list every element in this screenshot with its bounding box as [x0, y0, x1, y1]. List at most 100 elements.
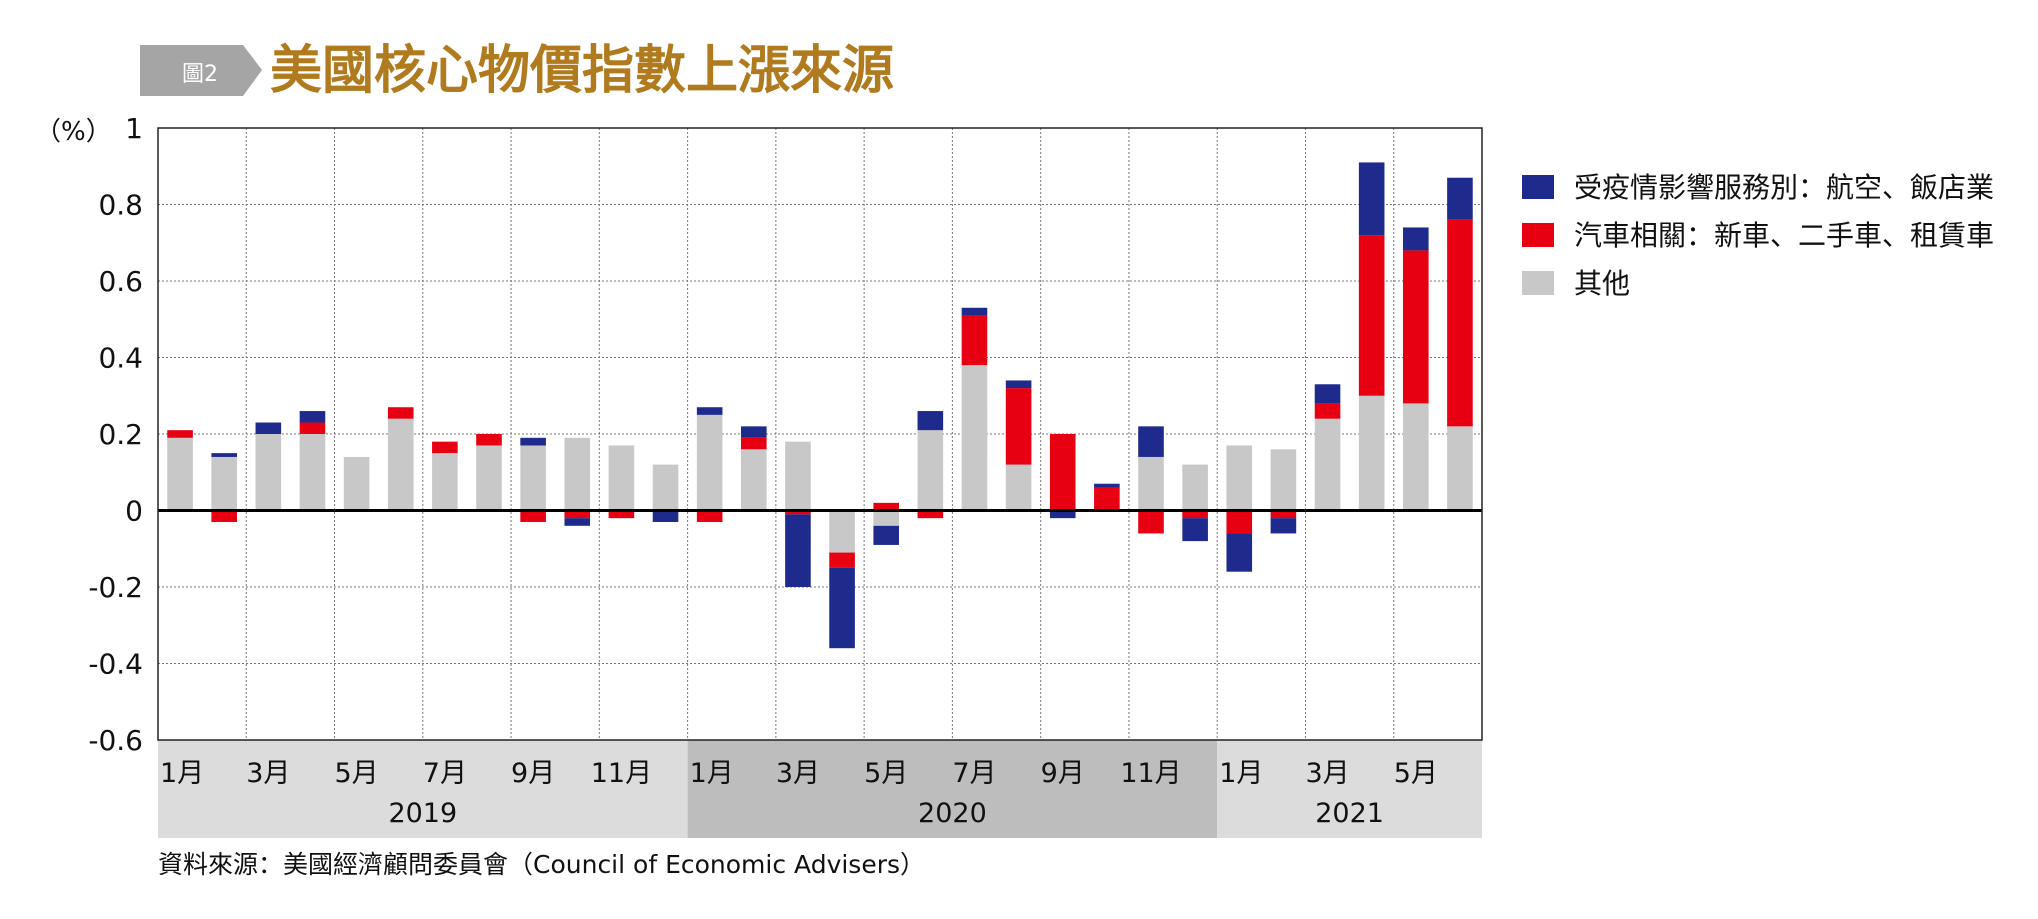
bar-auto-2021-06: [1447, 219, 1473, 427]
bar-auto-2019-02: [211, 510, 237, 522]
bar-pandemic-2019-10: [564, 518, 591, 526]
y-tick-label: -0.6: [88, 724, 143, 757]
bar-other-2019-09: [520, 445, 546, 511]
y-tick-label: 0.2: [98, 418, 143, 451]
bar-pandemic-2019-02: [211, 453, 237, 457]
month-label: 9月: [1041, 758, 1085, 789]
bar-auto-2020-04: [829, 552, 855, 568]
bar-pandemic-2021-01: [1226, 533, 1253, 572]
bar-auto-2021-02: [1270, 510, 1297, 519]
year-band-2020: [687, 740, 1218, 838]
plot-frame: [157, 127, 1483, 741]
bar-auto-2021-01: [1226, 510, 1253, 534]
bar-auto-2020-02: [741, 437, 767, 450]
month-label: 3月: [246, 758, 290, 789]
y-tick-label: 0.6: [98, 265, 143, 298]
bars: [167, 162, 1473, 649]
month-label: 5月: [1394, 758, 1438, 789]
bar-other-2021-05: [1403, 403, 1429, 511]
year-bands: 2019 2020 2021: [158, 740, 1482, 838]
bar-auto-2020-06: [917, 510, 944, 519]
bar-auto-2020-05: [873, 502, 899, 511]
bar-pandemic-2021-02: [1270, 518, 1297, 534]
bar-auto-2019-06: [387, 407, 414, 419]
bar-pandemic-2020-09: [1049, 510, 1076, 519]
figure-tag: 圖2: [182, 62, 218, 87]
bar-auto-2019-10: [564, 510, 591, 519]
month-label: 7月: [423, 758, 467, 789]
bar-pandemic-2020-08: [1005, 380, 1032, 389]
bar-other-2020-01: [696, 414, 723, 511]
year-label: 2019: [388, 798, 457, 829]
year-label: 2021: [1315, 798, 1384, 829]
bar-other-2020-12: [1182, 464, 1208, 511]
bar-other-2019-07: [432, 453, 458, 511]
month-label: 11月: [1120, 758, 1181, 789]
y-tick-label: -0.2: [88, 571, 143, 604]
bar-auto-2020-08: [1005, 388, 1032, 465]
bar-other-2019-11: [608, 445, 635, 511]
bar-pandemic-2021-06: [1447, 177, 1473, 220]
bar-pandemic-2020-12: [1182, 518, 1208, 542]
year-label: 2020: [918, 798, 987, 829]
y-tick-label: 0: [125, 495, 143, 528]
month-label: 1月: [160, 758, 204, 789]
year-band-2019: [158, 740, 688, 838]
figure-header: 圖2 美國核心物價指數上漲來源: [140, 40, 894, 101]
y-tick-label: 0.4: [98, 342, 143, 375]
bar-auto-2019-01: [167, 430, 193, 438]
bar-other-2020-06: [917, 430, 944, 511]
bar-pandemic-2021-05: [1403, 227, 1429, 251]
month-label: 5月: [864, 758, 908, 789]
bar-auto-2019-11: [608, 510, 635, 519]
bar-auto-2020-03: [785, 510, 811, 515]
month-label: 11月: [591, 758, 652, 789]
bar-pandemic-2021-04: [1358, 162, 1385, 236]
month-label: 1月: [1219, 758, 1263, 789]
bar-auto-2020-07: [961, 315, 988, 366]
legend-label: 受疫情影響服務別：航空、飯店業: [1574, 171, 1994, 204]
bar-other-2021-02: [1270, 449, 1297, 511]
bar-other-2019-12: [652, 464, 679, 511]
bar-other-2019-05: [343, 456, 370, 511]
x-axis: 1月 3月 5月 7月 9月 11月 1月 3月 5月 7月 9月 11月 1月 3月 5月: [160, 758, 1438, 789]
bar-pandemic-2020-10: [1094, 483, 1120, 488]
bar-auto-2019-07: [432, 441, 458, 454]
bar-pandemic-2020-02: [741, 426, 767, 438]
bar-other-2019-10: [564, 437, 591, 511]
month-label: 3月: [776, 758, 820, 789]
bar-auto-2021-04: [1358, 235, 1385, 396]
bar-auto-2019-04: [299, 422, 326, 434]
bar-other-2020-02: [741, 449, 767, 511]
bar-auto-2019-08: [476, 434, 502, 446]
bar-other-2019-01: [167, 437, 193, 511]
figure-tag-arrow: [140, 45, 262, 96]
bar-pandemic-2020-07: [961, 307, 988, 316]
bar-pandemic-2020-06: [917, 411, 944, 431]
month-label: 7月: [952, 758, 996, 789]
bar-auto-2020-01: [696, 510, 723, 522]
bar-pandemic-2019-03: [255, 422, 282, 434]
y-tick-label: 1: [125, 112, 143, 145]
bar-pandemic-2019-09: [520, 437, 546, 446]
bar-other-2019-02: [211, 456, 237, 511]
legend-label: 其他: [1574, 267, 1630, 300]
bar-auto-2021-03: [1314, 403, 1341, 419]
legend-swatch-pandemic: [1522, 175, 1554, 199]
bar-pandemic-2019-12: [652, 510, 679, 522]
bar-other-2021-01: [1226, 445, 1253, 511]
chart-title: 美國核心物價指數上漲來源: [270, 40, 894, 101]
legend-swatch-auto: [1522, 223, 1554, 247]
bar-other-2019-08: [476, 445, 502, 511]
legend-swatch-other: [1522, 271, 1554, 295]
bar-auto-2020-11: [1138, 510, 1164, 534]
bar-pandemic-2019-04: [299, 411, 326, 423]
bar-auto-2020-09: [1049, 434, 1076, 511]
bar-other-2021-03: [1314, 418, 1341, 511]
bar-pandemic-2020-01: [696, 407, 723, 415]
bar-pandemic-2020-04: [829, 567, 855, 649]
y-unit-label: （%）: [35, 117, 112, 147]
y-axis: 1 0.8 0.6 0.4 0.2 0 -0.2 -0.4 -0.6: [88, 112, 143, 757]
